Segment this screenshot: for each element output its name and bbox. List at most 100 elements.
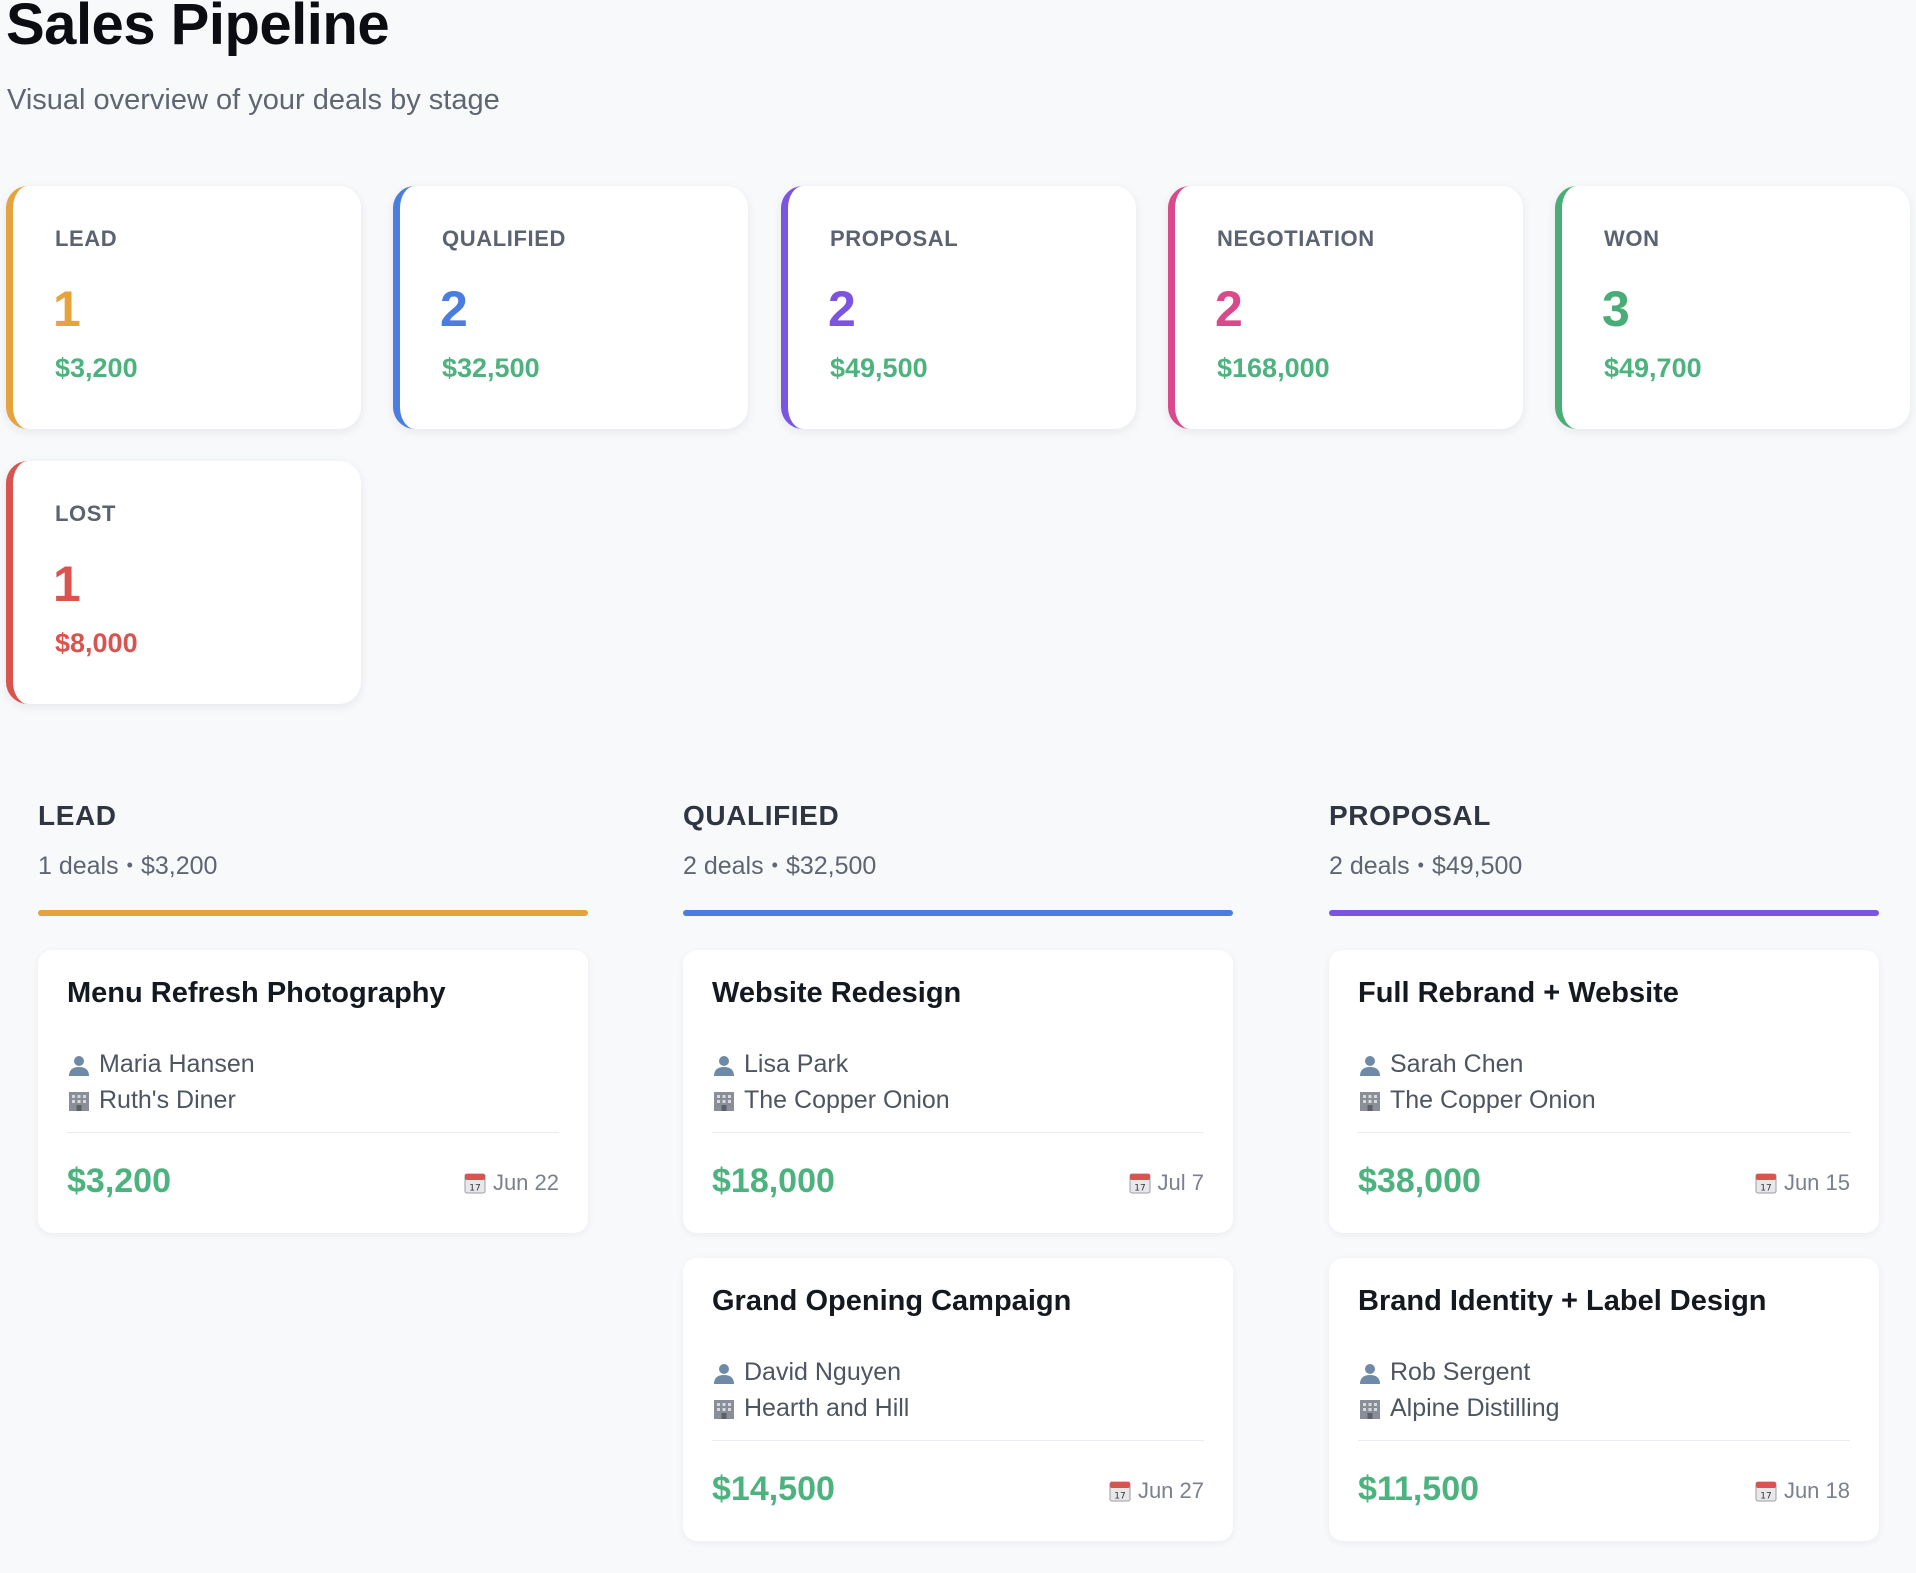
deal-contact: David Nguyen <box>712 1358 901 1387</box>
summary-label: LEAD <box>55 226 118 251</box>
summary-card-proposal[interactable]: PROPOSAL 2 $49,500 <box>781 186 1136 429</box>
deal-contact: Lisa Park <box>712 1050 848 1079</box>
summary-label: QUALIFIED <box>442 226 566 251</box>
deal-amount: $11,500 <box>1358 1470 1480 1508</box>
deal-date-text: Jul 7 <box>1157 1170 1204 1195</box>
calendar-icon: 17 <box>463 1171 487 1195</box>
building-icon <box>712 1089 736 1113</box>
column-deal-count: 2 deals <box>683 852 764 880</box>
column-accent-bar <box>683 910 1233 916</box>
deal-company-name: Hearth and Hill <box>744 1394 910 1422</box>
deal-card[interactable]: Grand Opening Campaign David Nguyen Hear… <box>683 1258 1233 1541</box>
deal-divider <box>1358 1132 1850 1133</box>
deal-card[interactable]: Website Redesign Lisa Park The Copper On… <box>683 950 1233 1233</box>
person-icon <box>1358 1361 1382 1385</box>
deal-title: Website Redesign <box>712 977 962 1009</box>
deal-divider <box>712 1132 1204 1133</box>
deal-company-name: Ruth's Diner <box>99 1086 236 1114</box>
svg-text:17: 17 <box>469 1184 480 1194</box>
summary-card-lost[interactable]: LOST 1 $8,000 <box>6 461 361 704</box>
svg-text:17: 17 <box>1760 1184 1771 1194</box>
summary-card-lead[interactable]: LEAD 1 $3,200 <box>6 186 361 429</box>
column-title: PROPOSAL <box>1329 800 1491 831</box>
deal-contact: Maria Hansen <box>67 1050 255 1079</box>
deal-company-name: Alpine Distilling <box>1390 1394 1560 1422</box>
deal-date: 17 Jul 7 <box>1128 1170 1204 1196</box>
column-meta: 2 deals • $32,500 <box>683 852 876 881</box>
deal-company-name: The Copper Onion <box>1390 1086 1596 1114</box>
svg-text:17: 17 <box>1760 1492 1771 1502</box>
deal-divider <box>1358 1440 1850 1441</box>
deal-date-text: Jun 18 <box>1783 1478 1850 1503</box>
deal-title: Full Rebrand + Website <box>1358 977 1679 1009</box>
column-total: $3,200 <box>140 852 218 880</box>
deal-contact-name: Maria Hansen <box>99 1050 255 1078</box>
deal-title: Menu Refresh Photography <box>67 977 446 1009</box>
summary-card-won[interactable]: WON 3 $49,700 <box>1555 186 1910 429</box>
calendar-icon: 17 <box>1128 1171 1152 1195</box>
summary-count: 3 <box>1602 281 1630 337</box>
deal-contact-name: Sarah Chen <box>1390 1050 1524 1078</box>
page-subtitle: Visual overview of your deals by stage <box>7 84 500 116</box>
calendar-icon: 17 <box>1108 1479 1132 1503</box>
summary-label: PROPOSAL <box>830 226 959 251</box>
deal-company: The Copper Onion <box>1358 1086 1596 1115</box>
column-title: QUALIFIED <box>683 800 840 831</box>
summary-value: $49,500 <box>830 353 928 383</box>
deal-title: Brand Identity + Label Design <box>1358 1285 1767 1317</box>
summary-value: $32,500 <box>442 353 540 383</box>
summary-card-qualified[interactable]: QUALIFIED 2 $32,500 <box>393 186 748 429</box>
deal-date-text: Jun 27 <box>1137 1478 1204 1503</box>
summary-label: NEGOTIATION <box>1217 226 1375 251</box>
column-meta: 1 deals • $3,200 <box>38 852 217 881</box>
deal-divider <box>67 1132 559 1133</box>
building-icon <box>67 1089 91 1113</box>
summary-count: 2 <box>828 281 856 337</box>
deal-contact: Sarah Chen <box>1358 1050 1523 1079</box>
deal-amount: $38,000 <box>1358 1162 1481 1200</box>
calendar-icon: 17 <box>1754 1479 1778 1503</box>
column-accent-bar <box>38 910 588 916</box>
deal-card[interactable]: Brand Identity + Label Design Rob Sergen… <box>1329 1258 1879 1541</box>
deal-company: The Copper Onion <box>712 1086 950 1115</box>
building-icon <box>712 1397 736 1421</box>
deal-amount: $18,000 <box>712 1162 835 1200</box>
summary-value: $8,000 <box>55 628 138 658</box>
person-icon <box>1358 1053 1382 1077</box>
deal-divider <box>712 1440 1204 1441</box>
summary-count: 1 <box>53 281 81 337</box>
summary-value: $49,700 <box>1604 353 1702 383</box>
deal-date: 17 Jun 15 <box>1754 1170 1850 1196</box>
deal-company: Alpine Distilling <box>1358 1394 1560 1423</box>
summary-value: $168,000 <box>1217 353 1330 383</box>
person-icon <box>67 1053 91 1077</box>
person-icon <box>712 1053 736 1077</box>
deal-company-name: The Copper Onion <box>744 1086 950 1114</box>
deal-title: Grand Opening Campaign <box>712 1285 1072 1317</box>
deal-date-text: Jun 15 <box>1783 1170 1850 1195</box>
summary-label: WON <box>1604 226 1660 251</box>
summary-card-negotiation[interactable]: NEGOTIATION 2 $168,000 <box>1168 186 1523 429</box>
summary-count: 1 <box>53 556 81 612</box>
page-title: Sales Pipeline <box>6 0 390 57</box>
building-icon <box>1358 1089 1382 1113</box>
column-accent-bar <box>1329 910 1879 916</box>
deal-contact-name: David Nguyen <box>744 1358 902 1386</box>
column-meta: 2 deals • $49,500 <box>1329 852 1522 881</box>
deal-card[interactable]: Menu Refresh Photography Maria Hansen Ru… <box>38 950 588 1233</box>
deal-company: Ruth's Diner <box>67 1086 236 1115</box>
deal-date-text: Jun 22 <box>492 1170 559 1195</box>
deal-amount: $14,500 <box>712 1470 835 1508</box>
column-deal-count: 2 deals <box>1329 852 1410 880</box>
column-title: LEAD <box>38 800 117 831</box>
separator-dot: • <box>126 855 133 875</box>
separator-dot: • <box>771 855 778 875</box>
column-total: $49,500 <box>1431 852 1523 880</box>
deal-contact-name: Rob Sergent <box>1390 1358 1531 1386</box>
column-total: $32,500 <box>785 852 877 880</box>
column-deal-count: 1 deals <box>38 852 119 880</box>
calendar-icon: 17 <box>1754 1171 1778 1195</box>
deal-card[interactable]: Full Rebrand + Website Sarah Chen The Co… <box>1329 950 1879 1233</box>
deal-amount: $3,200 <box>67 1162 171 1200</box>
deal-contact: Rob Sergent <box>1358 1358 1530 1387</box>
